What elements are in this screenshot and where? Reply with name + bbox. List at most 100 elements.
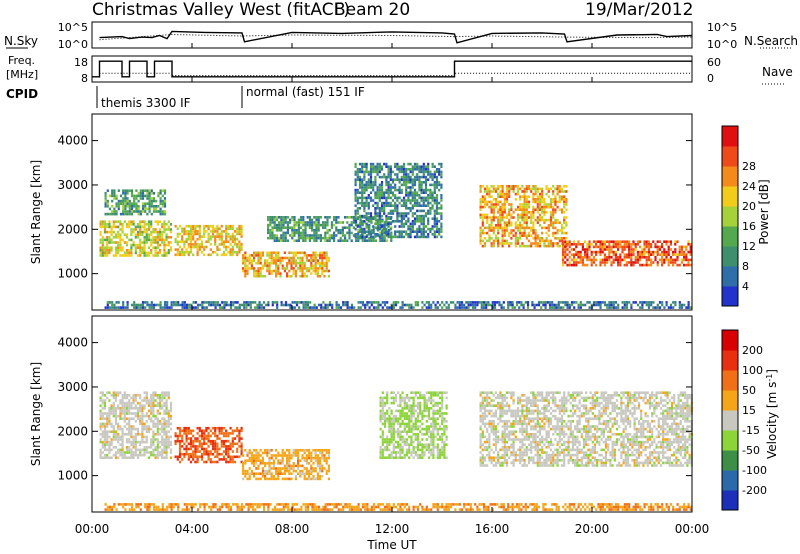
power-cell: [381, 306, 384, 309]
velocity-cell: [386, 394, 389, 397]
power-cell: [323, 261, 326, 265]
power-cell: [139, 225, 142, 229]
power-cell: [643, 253, 646, 256]
power-cell: [548, 301, 552, 304]
power-cell: [225, 248, 228, 251]
power-cell: [115, 202, 118, 205]
power-cell: [119, 212, 123, 216]
power-cell: [354, 209, 357, 213]
power-cell: [187, 250, 190, 254]
velocity-cell: [272, 464, 275, 468]
power-cell: [558, 239, 561, 243]
power-cell: [625, 301, 629, 304]
power-cell: [306, 303, 310, 307]
power-cell: [499, 216, 502, 219]
power-cell: [510, 216, 513, 219]
velocity-cell: [136, 427, 140, 431]
velocity-cell: [319, 464, 322, 468]
power-cell: [291, 306, 294, 309]
power-cell: [380, 183, 384, 187]
power-cell: [465, 306, 468, 309]
power-cell: [187, 243, 190, 246]
power-cell: [643, 240, 646, 243]
power-cell: [553, 303, 556, 307]
power-cell: [141, 207, 145, 211]
power-cell: [289, 221, 292, 224]
power-cell: [476, 303, 479, 307]
power-cell: [216, 235, 219, 238]
velocity-cell: [132, 394, 135, 397]
power-cell: [516, 239, 520, 243]
velocity-cell: [312, 467, 315, 470]
power-cell: [207, 303, 211, 307]
power-cell: [378, 214, 381, 218]
power-cell: [363, 207, 366, 210]
power-cell: [390, 216, 393, 219]
velocity-cell: [231, 442, 234, 446]
power-cell: [130, 223, 133, 226]
velocity-cell: [379, 399, 382, 402]
power-cell: [247, 301, 250, 304]
power-cell: [454, 306, 457, 309]
velocity-cell: [286, 469, 289, 473]
velocity-cell: [121, 443, 124, 446]
power-cell: [361, 230, 364, 233]
power-cell: [435, 217, 439, 220]
power-cell: [389, 209, 392, 213]
power-cell: [566, 248, 569, 251]
power-cell: [104, 205, 107, 208]
power-cell: [493, 303, 497, 307]
power-cell: [317, 216, 320, 219]
power-cell: [544, 306, 547, 309]
velocity-cell: [150, 404, 153, 407]
power-cell: [178, 250, 182, 254]
velocity-cell: [248, 475, 251, 478]
power-cell: [588, 248, 591, 251]
power-cell: [203, 235, 206, 238]
power-cell: [267, 231, 270, 235]
power-cell: [223, 301, 226, 304]
velocity-cell: [325, 469, 328, 473]
power-cell: [552, 226, 555, 230]
power-cell: [324, 231, 327, 235]
velocity-cell: [121, 417, 124, 420]
power-cell: [427, 222, 430, 226]
velocity-cell: [299, 459, 302, 462]
power-cell: [303, 274, 306, 278]
power-cell: [150, 251, 153, 255]
velocity-cell: [383, 404, 387, 407]
power-cell: [394, 207, 397, 210]
power-cell: [512, 187, 515, 191]
velocity-cell: [253, 464, 256, 468]
power-cell: [174, 240, 177, 244]
velocity-cell: [327, 456, 330, 460]
velocity-cell: [114, 438, 118, 441]
power-cell: [396, 175, 399, 179]
power-cell: [388, 216, 391, 219]
power-cell: [372, 188, 375, 192]
power-cell: [438, 188, 441, 192]
power-cell: [369, 235, 373, 239]
power-cell: [306, 236, 309, 240]
power-cell: [152, 207, 156, 211]
power-cell: [402, 204, 406, 207]
velocity-cell: [139, 422, 142, 426]
velocity-cell: [121, 430, 124, 433]
velocity-cell: [141, 438, 144, 441]
velocity-cell: [101, 422, 104, 426]
velocity-cell: [103, 425, 107, 428]
velocity-cell: [196, 460, 199, 464]
power-cell: [154, 236, 157, 239]
power-cell: [603, 253, 606, 256]
power-cell: [248, 259, 251, 262]
power-cell: [106, 223, 109, 226]
power-cell: [383, 175, 386, 179]
power-cell: [159, 197, 162, 200]
power-cell: [552, 231, 555, 235]
velocity-cell: [388, 456, 391, 459]
power-cell: [273, 223, 276, 227]
power-cell: [427, 165, 430, 168]
velocity-cell: [174, 432, 177, 435]
power-cell: [396, 214, 399, 218]
power-cell: [541, 237, 544, 240]
